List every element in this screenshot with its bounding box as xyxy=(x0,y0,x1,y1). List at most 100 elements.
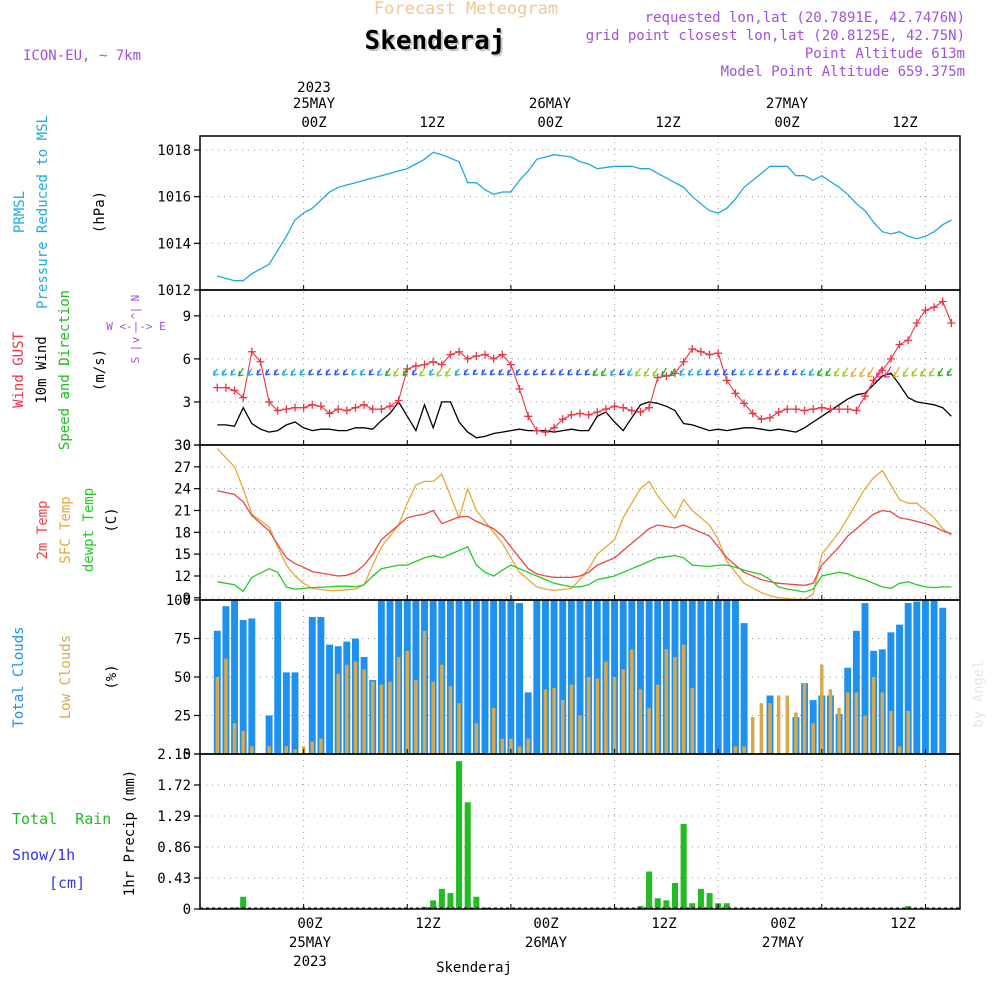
gust-marker xyxy=(852,406,861,415)
low-cloud-bar xyxy=(345,664,349,754)
gust-marker xyxy=(843,405,852,414)
gust-marker xyxy=(386,402,394,411)
wind-arrow-head xyxy=(669,370,676,377)
wind-arrow-head xyxy=(850,371,857,378)
precip-bar xyxy=(473,896,480,909)
low-cloud-bar xyxy=(526,738,530,754)
wind-arrow xyxy=(867,366,875,378)
gust-marker xyxy=(679,357,688,366)
hour-label-1: 00Z xyxy=(301,115,326,131)
t2m-line xyxy=(217,490,952,587)
total-cloud-bar xyxy=(481,600,489,754)
wind-arrow xyxy=(884,366,892,378)
wind-arrow-head xyxy=(748,370,755,376)
low-cloud-bar xyxy=(543,689,548,754)
precip-bar xyxy=(447,893,454,909)
wind-arrow-head xyxy=(757,369,763,376)
gust-marker xyxy=(213,383,222,392)
gust-marker xyxy=(947,319,956,328)
clouds-ytick-label: 100 xyxy=(166,593,191,609)
low-cloud-bar xyxy=(396,656,401,754)
gust-marker xyxy=(800,406,809,415)
total-cloud-bar xyxy=(559,600,567,754)
precip-bar xyxy=(464,802,471,909)
wind-arrow-head xyxy=(722,369,729,376)
temp-ytick-label: 9 xyxy=(183,591,191,607)
bottom-day-label-1: 25MAY xyxy=(289,935,332,951)
gust-marker xyxy=(835,405,844,414)
total-cloud-bar xyxy=(593,600,601,754)
low-cloud-bar xyxy=(785,695,789,754)
temp-ytick-label: 21 xyxy=(174,503,191,519)
wind-arrow-head xyxy=(454,370,461,376)
wind-arrow-head xyxy=(937,370,944,377)
wind-arrow-head xyxy=(600,370,607,377)
low-cloud-bar xyxy=(612,677,617,754)
gust-marker xyxy=(334,405,343,414)
total-cloud-bar xyxy=(930,600,938,754)
low-cloud-bar xyxy=(578,715,582,754)
wind-arrow-head xyxy=(635,370,641,377)
day-label-3: 27MAY xyxy=(766,96,809,112)
gust-marker xyxy=(498,350,507,359)
wind-arrow-head xyxy=(705,369,712,376)
wind-ytick-label: 6 xyxy=(183,352,191,368)
precip-ytick-label: 2.15 xyxy=(157,747,191,763)
gust-marker xyxy=(360,400,369,409)
total-cloud-bar xyxy=(922,600,929,754)
pressure-labels: PRMSL Pressure Reduced to MSL (hPa) xyxy=(12,115,108,309)
wind-arrow-head xyxy=(316,369,323,376)
precip-bar xyxy=(671,883,679,909)
pressure-ytick-label: 1016 xyxy=(157,190,191,206)
bottom-day-label-2: 26MAY xyxy=(525,935,568,951)
low-cloud-bar xyxy=(569,684,574,754)
wind-arrow-head xyxy=(833,370,840,377)
low-cloud-bar xyxy=(854,692,859,754)
gust-marker xyxy=(256,357,265,366)
pressure-ytick-label: 1012 xyxy=(157,283,191,299)
gust-marker xyxy=(748,409,757,418)
wind-arrow-head xyxy=(308,369,314,376)
clouds-ytick-label: 75 xyxy=(174,632,191,648)
temperature-panel xyxy=(216,448,952,600)
dewpt-label: dewpt Temp xyxy=(81,488,97,572)
gust-marker xyxy=(550,423,559,432)
gust-marker xyxy=(714,349,723,358)
low-cloud-bar xyxy=(742,746,746,754)
gust-marker xyxy=(619,403,628,412)
prmsl-label: PRMSL xyxy=(12,191,28,233)
low-cloud-bar xyxy=(897,746,902,754)
total-cloud-bar xyxy=(896,624,903,754)
wind-arrow-head xyxy=(325,369,332,376)
low-cloud-bar xyxy=(293,749,297,754)
model-altitude: Model Point Altitude 659.375m xyxy=(721,64,965,80)
gust-marker xyxy=(774,407,783,416)
gust-marker xyxy=(308,400,317,409)
pressure-ytick-label: 1014 xyxy=(157,236,191,252)
precip-bar xyxy=(706,893,713,909)
low-cloud-bar xyxy=(371,681,375,754)
low-cloud-bar xyxy=(224,658,228,754)
gust-marker xyxy=(766,413,774,422)
total-cloud-bar xyxy=(637,600,644,754)
wind-arrow-head xyxy=(783,369,789,376)
precip-bar xyxy=(456,761,463,909)
total-cloud-bar xyxy=(688,600,696,754)
wind-arrow-head xyxy=(385,370,391,377)
gust-marker xyxy=(921,306,930,315)
gust-marker xyxy=(316,402,325,411)
gust-marker xyxy=(532,426,541,435)
total-cloud-bar xyxy=(542,600,549,754)
low-cloud-bar xyxy=(794,712,798,754)
bottom-time-axis: 00Z 12Z 00Z 12Z 00Z 12Z 25MAY 26MAY 27MA… xyxy=(289,916,916,976)
low-cloud-bar xyxy=(284,746,289,754)
gust-marker xyxy=(558,415,567,424)
low-cloud-bar xyxy=(405,650,409,754)
compass-arrow-s: v xyxy=(129,336,142,343)
wind-arrow-head xyxy=(893,371,899,378)
total-cloud-bar xyxy=(714,600,722,754)
wind-arrow-head xyxy=(800,370,807,376)
gust-marker xyxy=(221,383,230,392)
gust-marker xyxy=(411,362,420,371)
gust-marker xyxy=(791,405,800,414)
